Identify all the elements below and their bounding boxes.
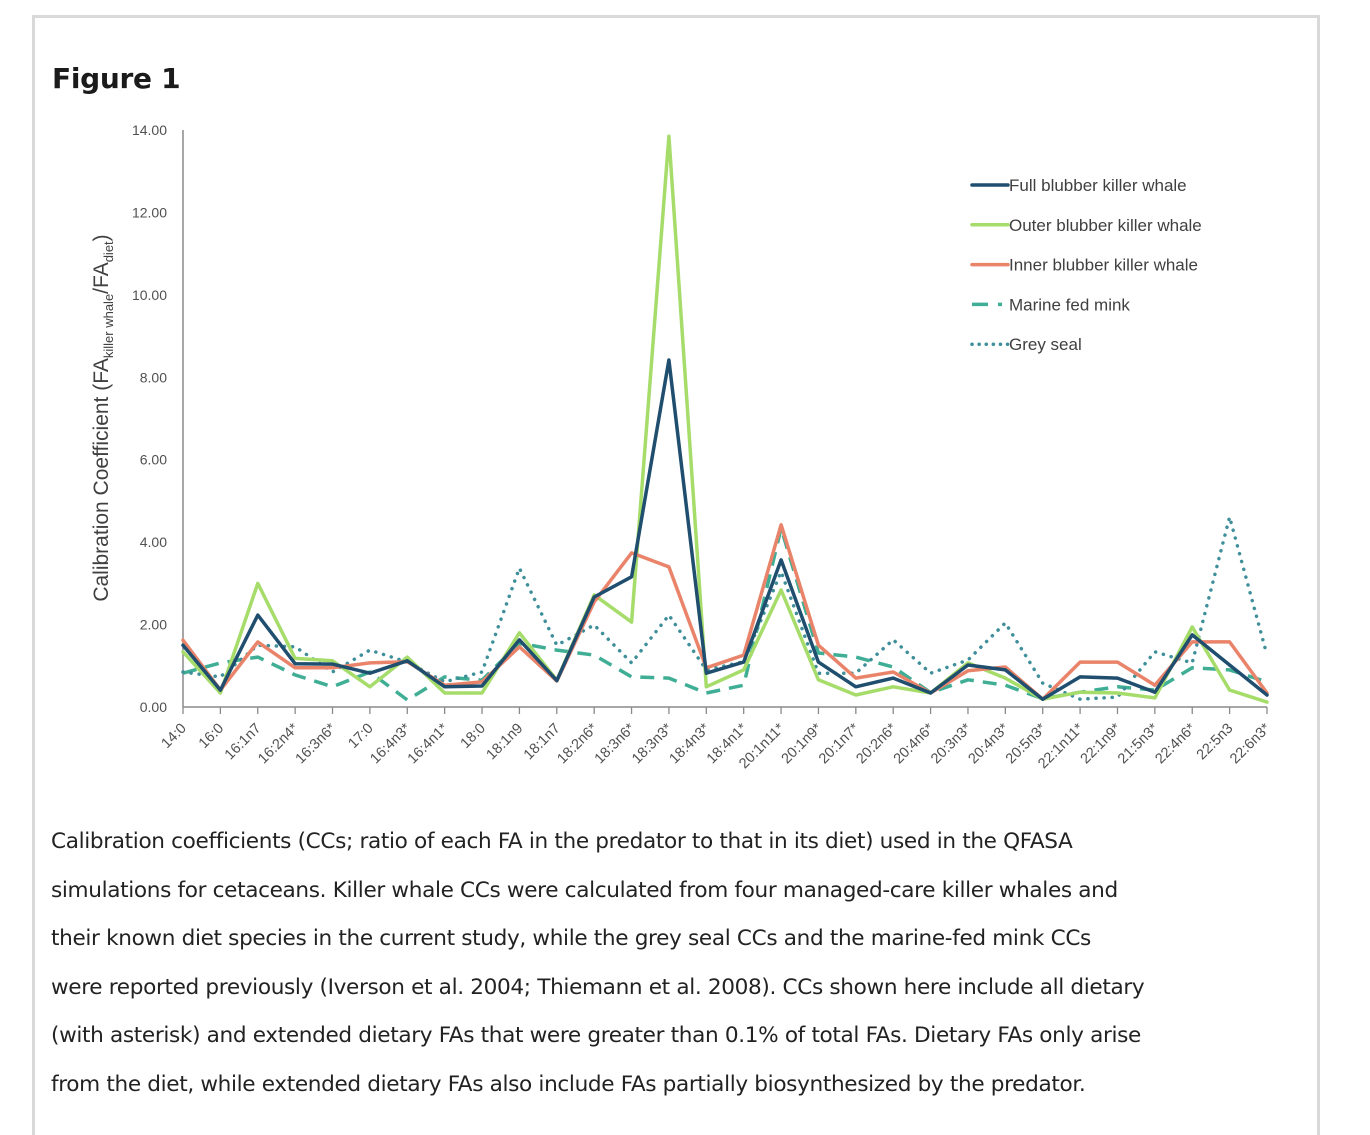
x-tick-label: 18:3n6* bbox=[592, 720, 639, 767]
x-tick-label: 16:4n1* bbox=[405, 720, 452, 767]
figure-caption: Calibration coefficients (CCs; ratio of … bbox=[51, 818, 1311, 1109]
legend-item-full-blubber-killer-whale: Full blubber killer whale bbox=[972, 176, 1187, 195]
legend-label: Grey seal bbox=[1009, 335, 1082, 354]
x-tick-label: 22:6n3* bbox=[1227, 720, 1274, 767]
x-tick-label: 18:0 bbox=[458, 721, 489, 752]
y-tick-label: 14.00 bbox=[132, 122, 167, 138]
x-tick-label: 22:1n9* bbox=[1078, 720, 1125, 767]
x-tick-label: 22:4n6* bbox=[1152, 720, 1199, 767]
x-tick-label: 20:1n7* bbox=[816, 720, 863, 767]
legend-item-inner-blubber-killer-whale: Inner blubber killer whale bbox=[972, 256, 1198, 275]
y-tick-label: 8.00 bbox=[140, 369, 167, 385]
x-tick-label: 20:4n3* bbox=[966, 720, 1013, 767]
x-tick-label: 16:0 bbox=[196, 721, 227, 752]
legend-item-outer-blubber-killer-whale: Outer blubber killer whale bbox=[972, 216, 1202, 235]
x-tick-label: 21:5n3* bbox=[1115, 720, 1162, 767]
series-line-inner-blubber-killer-whale bbox=[183, 525, 1267, 699]
y-tick-label: 12.00 bbox=[132, 204, 167, 220]
caption-line: simulations for cetaceans. Killer whale … bbox=[51, 867, 1311, 916]
series-line-full-blubber-killer-whale bbox=[183, 360, 1267, 699]
line-chart: 0.00 2.00 4.00 6.00 8.00 10.00 12.00 14.00 14:0… bbox=[0, 0, 1370, 810]
legend: Full blubber killer whale Outer blubber k… bbox=[972, 176, 1202, 354]
x-tick-label: 17:0 bbox=[345, 721, 376, 752]
y-axis: 0.00 2.00 4.00 6.00 8.00 10.00 12.00 14.00 bbox=[132, 122, 183, 715]
x-tick-label: 20:2n6* bbox=[853, 720, 900, 767]
caption-line: (with asterisk) and extended dietary FAs… bbox=[51, 1012, 1311, 1061]
legend-label: Full blubber killer whale bbox=[1009, 176, 1187, 195]
y-tick-label: 2.00 bbox=[140, 617, 167, 633]
y-tick-label: 4.00 bbox=[140, 534, 167, 550]
x-tick-label: 20:3n3* bbox=[928, 720, 975, 767]
caption-line: their known diet species in the current … bbox=[51, 915, 1311, 964]
legend-item-marine-fed-mink: Marine fed mink bbox=[972, 295, 1130, 314]
y-axis-title: Calibration Coefficient (FAkiller whale/… bbox=[90, 234, 116, 601]
legend-label: Inner blubber killer whale bbox=[1009, 256, 1198, 275]
x-tick-label: 18:2n6* bbox=[554, 720, 601, 767]
x-tick-label: 18:4n3* bbox=[666, 720, 713, 767]
y-tick-label: 10.00 bbox=[132, 287, 167, 303]
y-tick-label: 6.00 bbox=[140, 452, 167, 468]
x-tick-label: 18:1n9 bbox=[484, 721, 527, 764]
x-tick-label: 16:3n6* bbox=[293, 720, 340, 767]
legend-label: Outer blubber killer whale bbox=[1009, 216, 1202, 235]
caption-line: Calibration coefficients (CCs; ratio of … bbox=[51, 818, 1311, 867]
series-line-marine-fed-mink bbox=[183, 528, 1267, 700]
x-tick-label: 20:4n6* bbox=[891, 720, 938, 767]
y-tick-label: 0.00 bbox=[140, 699, 167, 715]
caption-line: from the diet, while extended dietary FA… bbox=[51, 1061, 1311, 1110]
legend-label: Marine fed mink bbox=[1009, 295, 1130, 314]
x-tick-label: 16:2n4* bbox=[255, 720, 302, 767]
legend-item-grey-seal: Grey seal bbox=[972, 335, 1082, 354]
x-tick-label: 16:4n3* bbox=[367, 720, 414, 767]
caption-line: were reported previously (Iverson et al.… bbox=[51, 964, 1311, 1013]
x-tick-label: 14:0 bbox=[159, 721, 190, 752]
x-tick-label: 18:3n3* bbox=[629, 720, 676, 767]
x-tick-label: 20:1n9* bbox=[779, 720, 826, 767]
